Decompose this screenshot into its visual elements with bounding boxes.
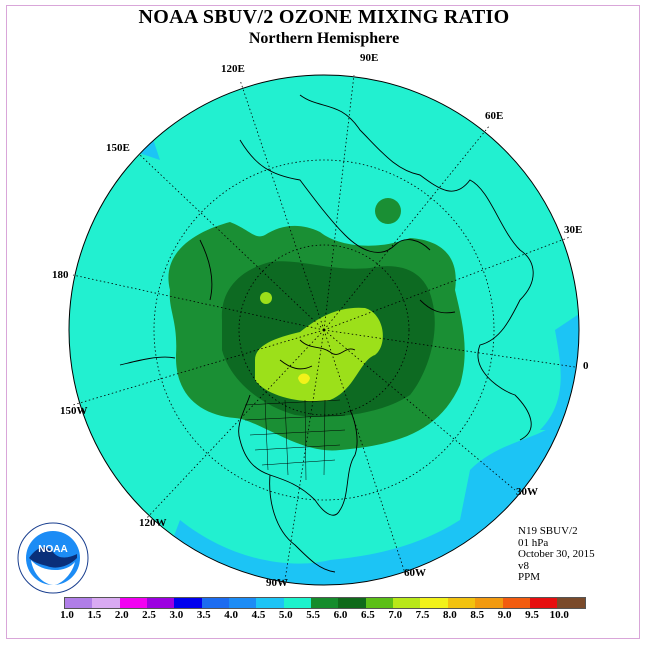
colorbar-swatch	[365, 598, 394, 608]
ozone-level-6.0-6.5-spot	[260, 292, 272, 304]
colorbar-swatch	[502, 598, 530, 608]
colorbar-tick-label: 3.0	[169, 609, 184, 621]
map-boundary	[68, 74, 580, 586]
colorbar-tick-label: 4.5	[251, 609, 266, 621]
colorbar-tick-label: 1.0	[60, 609, 74, 621]
colorbar-tick-label: 4.0	[224, 609, 238, 621]
lon-label-60w: 60W	[404, 567, 426, 579]
ozone-level-7.0-7.5	[298, 373, 310, 384]
colorbar-tick-label: 10.0	[549, 609, 569, 621]
colorbar-tick-label: 7.5	[415, 609, 430, 621]
colorbar-swatch	[147, 598, 175, 608]
colorbar-swatch	[529, 598, 558, 608]
colorbar-tick-label: 3.5	[196, 609, 211, 621]
colorbar-tick-label: 5.5	[306, 609, 321, 621]
logo-text: NOAA	[38, 544, 67, 555]
colorbar-swatch	[229, 598, 257, 608]
lon-label-150w: 150W	[60, 405, 88, 417]
lon-label-150e: 150E	[106, 142, 130, 154]
info-units: PPM	[518, 571, 541, 584]
colorbar-swatch	[119, 598, 148, 608]
colorbar-tick-label: 9.5	[525, 609, 539, 621]
lon-label-120w: 120W	[139, 517, 167, 529]
colorbar-swatch	[311, 598, 339, 608]
info-version: v8	[518, 559, 529, 572]
info-satellite: N19 SBUV/2	[518, 525, 578, 537]
lon-label-30e: 30E	[564, 224, 583, 236]
info-box: N19 SBUV/2 01 hPa October 30, 2015 v8 PP…	[518, 525, 595, 584]
lon-label-90e: 90E	[360, 52, 379, 64]
colorbar-swatch	[283, 598, 312, 608]
lon-label-30w: 30W	[516, 486, 538, 498]
colorbar-tick-label: 2.0	[114, 609, 129, 621]
lon-label-0: 0	[583, 360, 589, 372]
colorbar-tick-label: 7.0	[388, 609, 403, 621]
colorbar-swatch	[174, 598, 202, 608]
colorbar-swatch	[92, 598, 120, 608]
graticule	[72, 74, 576, 581]
info-date: October 30, 2015	[518, 548, 595, 561]
colorbar-tick-label: 6.0	[333, 609, 348, 621]
page-frame	[6, 5, 640, 639]
ozone-level-4.0-4.5-east	[540, 300, 579, 430]
colorbar-tick-label: 6.5	[360, 609, 375, 621]
colorbar-tick-label: 8.0	[443, 609, 457, 621]
colorbar-tick-label: 8.5	[470, 609, 485, 621]
colorbar	[64, 597, 586, 609]
ozone-level-5.0-5.5-spot	[375, 198, 401, 224]
colorbar-tick-label: 1.5	[87, 609, 102, 621]
colorbar-swatch	[393, 598, 421, 608]
colorbar-swatch	[420, 598, 448, 608]
lon-label-120e: 120E	[221, 63, 245, 75]
colorbar-labels: 1.0 1.5 2.0 2.5 3.0 3.5 4.0 4.5 5.0 5.5 6.0 6.5 7.0 7…	[0, 609, 648, 623]
coastlines	[119, 94, 534, 573]
colorbar-swatch	[201, 598, 230, 608]
map-title: NOAA SBUV/2 OZONE MIXING RATIO	[138, 6, 510, 28]
colorbar-swatch	[475, 598, 503, 608]
us-states	[244, 399, 346, 481]
colorbar-tick-label: 2.5	[142, 609, 156, 621]
ozone-level-6.0-6.5	[255, 307, 383, 402]
noaa-logo: NOAA	[17, 522, 89, 594]
colorbar-swatch	[557, 598, 585, 608]
colorbar-tick-label: 9.0	[497, 609, 512, 621]
lon-label-180: 180	[52, 269, 69, 281]
colorbar-swatch	[447, 598, 476, 608]
lon-label-60e: 60E	[485, 110, 504, 122]
lon-label-90w: 90W	[266, 577, 288, 589]
colorbar-tick-label: 5.0	[278, 609, 293, 621]
info-level: 01 hPa	[518, 536, 549, 549]
map-subtitle: Northern Hemisphere	[248, 30, 400, 47]
colorbar-swatch	[65, 598, 93, 608]
colorbar-swatch	[256, 598, 284, 608]
colorbar-swatch	[338, 598, 366, 608]
